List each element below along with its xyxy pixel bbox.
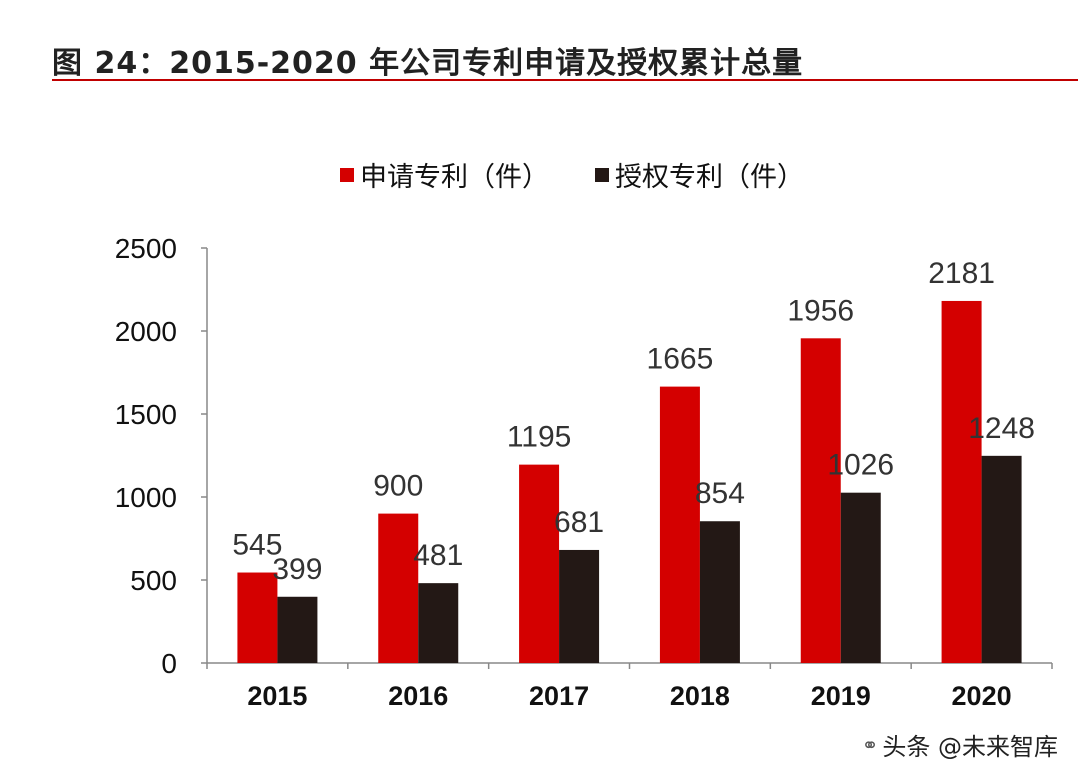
bar-applied bbox=[941, 300, 982, 663]
watermark-text: 头条 @未来智库 bbox=[882, 733, 1058, 761]
legend-item-applied: 申请专利（件） bbox=[340, 155, 549, 194]
bar-granted bbox=[981, 455, 1022, 663]
data-label-applied: 1956 bbox=[787, 294, 854, 327]
y-tick-label: 2500 bbox=[115, 233, 177, 264]
data-label-granted: 854 bbox=[695, 477, 745, 510]
y-tick-label: 1500 bbox=[115, 399, 177, 430]
legend-swatch-granted bbox=[595, 167, 609, 182]
x-tick-label: 2019 bbox=[811, 681, 871, 711]
bar-applied bbox=[237, 572, 278, 663]
bar-granted bbox=[699, 521, 740, 663]
bar-granted bbox=[840, 492, 881, 663]
y-tick-label: 1000 bbox=[115, 482, 177, 513]
x-tick-label: 2016 bbox=[388, 681, 448, 711]
data-label-granted: 481 bbox=[413, 539, 463, 572]
legend-label-granted: 授权专利（件） bbox=[615, 162, 804, 193]
data-label-applied: 900 bbox=[373, 470, 423, 503]
bar-granted bbox=[418, 583, 459, 663]
x-tick-label: 2017 bbox=[529, 681, 589, 711]
data-label-applied: 2181 bbox=[928, 257, 995, 290]
bar-applied bbox=[659, 386, 700, 663]
data-label-applied: 1665 bbox=[647, 343, 714, 376]
y-tick-label: 500 bbox=[130, 565, 177, 596]
legend-label-applied: 申请专利（件） bbox=[360, 162, 549, 193]
x-tick-label: 2018 bbox=[670, 681, 730, 711]
wechat-icon: ⚭ bbox=[861, 732, 879, 757]
data-label-granted: 1026 bbox=[827, 449, 894, 482]
legend-swatch-applied bbox=[340, 167, 354, 182]
x-tick-label: 2020 bbox=[952, 681, 1012, 711]
figure-title: 图 24：2015-2020 年公司专利申请及授权累计总量 bbox=[52, 46, 804, 81]
bar-granted bbox=[559, 549, 600, 663]
title-rule bbox=[52, 79, 1078, 81]
y-tick-label: 2000 bbox=[115, 316, 177, 347]
bar-granted bbox=[277, 596, 318, 663]
legend: 申请专利（件） 授权专利（件） bbox=[340, 155, 804, 194]
bar-applied bbox=[800, 338, 841, 663]
bar-applied bbox=[519, 464, 560, 663]
data-label-granted: 681 bbox=[554, 506, 604, 539]
bar-applied bbox=[378, 513, 419, 663]
data-label-applied: 1195 bbox=[507, 421, 572, 454]
data-label-granted: 1248 bbox=[968, 412, 1035, 445]
watermark: ⚭ 头条 @未来智库 bbox=[862, 727, 1058, 762]
data-label-granted: 399 bbox=[272, 553, 322, 586]
y-tick-label: 0 bbox=[161, 648, 177, 679]
data-label-applied: 545 bbox=[232, 529, 282, 562]
x-tick-label: 2015 bbox=[247, 681, 307, 711]
legend-item-granted: 授权专利（件） bbox=[595, 155, 804, 194]
